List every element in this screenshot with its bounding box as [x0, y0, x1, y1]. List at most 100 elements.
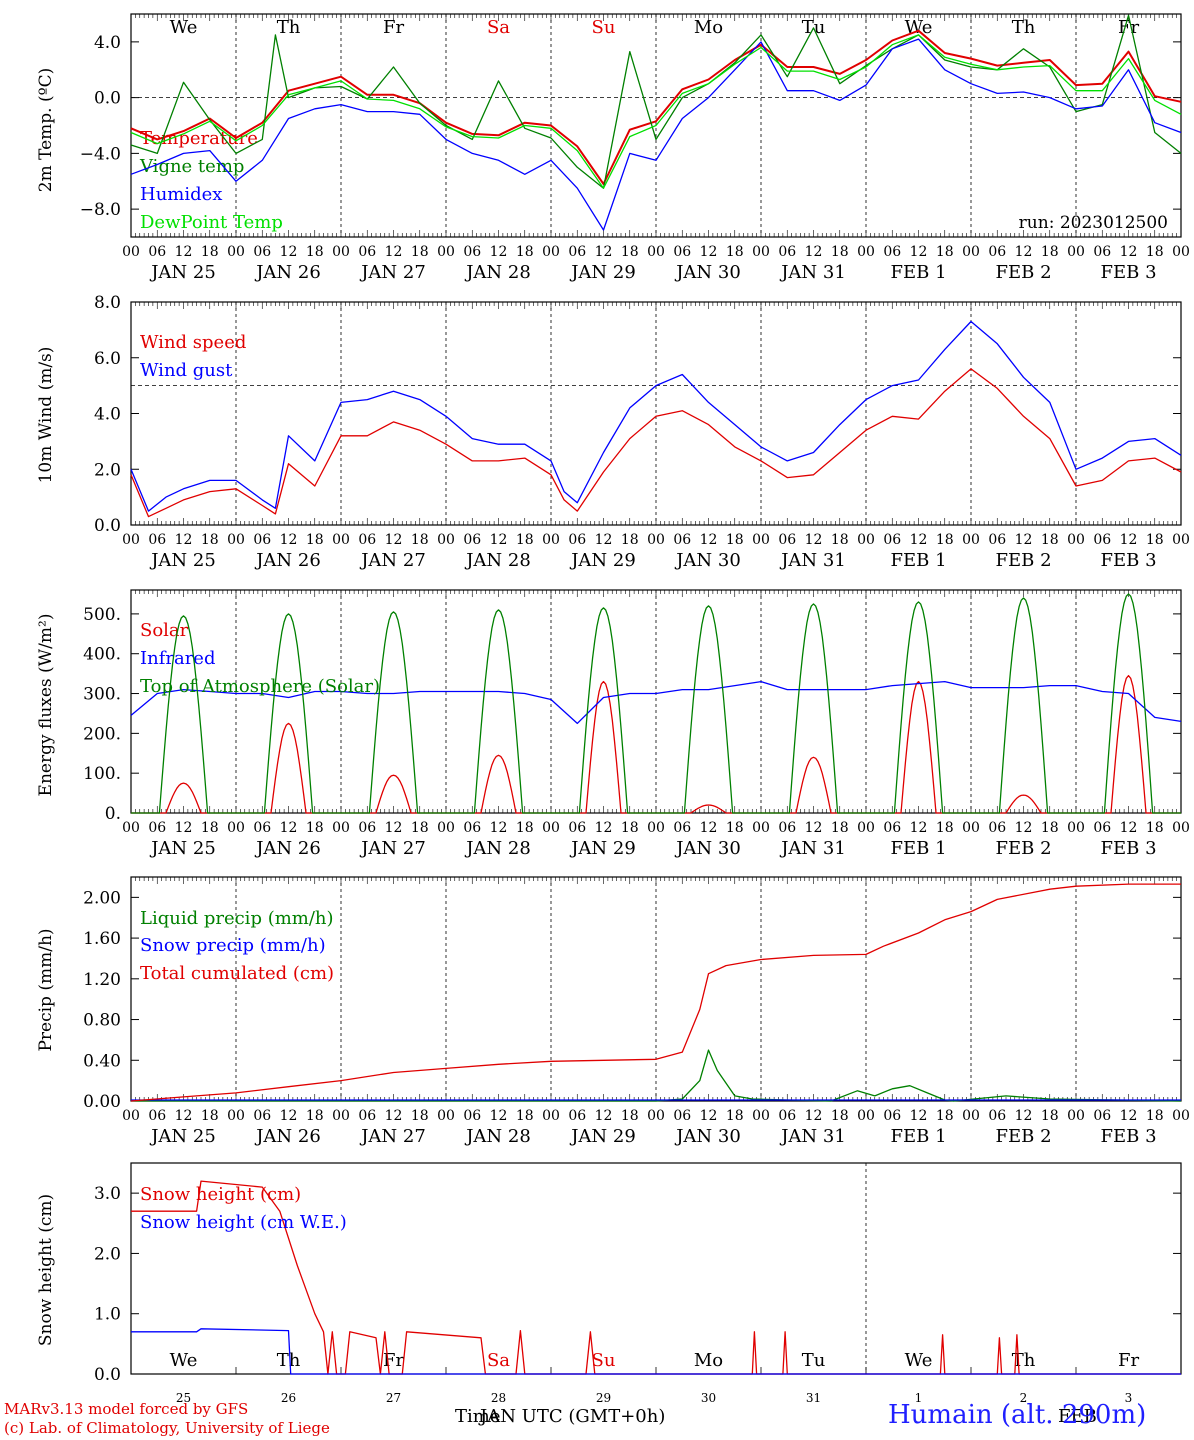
hour-tick-label: 00: [647, 244, 665, 260]
hour-tick-label: 18: [516, 532, 534, 548]
weekday-label: Th: [1012, 17, 1036, 38]
y-tick-label: 0.80: [83, 1011, 121, 1031]
hour-tick-label: 00: [752, 532, 770, 548]
hour-tick-label: 06: [673, 244, 691, 260]
date-label: JAN 30: [674, 550, 741, 571]
y-tick-label: 2.0: [94, 1244, 121, 1264]
panel-frame-wind: [130, 301, 1182, 526]
hour-tick-label: 06: [253, 820, 271, 836]
legend-entry: Snow height (cm): [140, 1184, 301, 1205]
hour-tick-label: 06: [883, 532, 901, 548]
date-label: JAN 27: [359, 838, 426, 859]
hour-tick-label: 18: [1041, 532, 1059, 548]
date-label: JAN 30: [674, 1126, 741, 1147]
hour-tick-label: 18: [306, 532, 324, 548]
hour-tick-label: 00: [122, 820, 140, 836]
series-line-energy-2: [131, 593, 1181, 814]
hour-tick-label: 00: [647, 532, 665, 548]
hour-tick-label: 12: [175, 820, 193, 836]
legend-entry: Solar: [140, 620, 189, 641]
hour-tick-label: 18: [411, 1108, 429, 1124]
weekday-label: Fr: [1118, 17, 1139, 38]
hour-tick-label: 00: [332, 532, 350, 548]
y-tick-label: 1.0: [94, 1305, 121, 1325]
series-line-temperature-1: [130, 14, 1182, 189]
hour-tick-label: 00: [647, 1108, 665, 1124]
hour-tick-label: 06: [778, 1108, 796, 1124]
hour-tick-label: 18: [306, 244, 324, 260]
hour-tick-label: 18: [1146, 532, 1164, 548]
hour-tick-label: 18: [1041, 820, 1059, 836]
hour-tick-label: 00: [332, 1108, 350, 1124]
legend-entry: Snow height (cm W.E.): [140, 1212, 347, 1233]
hour-tick-label: 00: [752, 820, 770, 836]
hour-tick-label: 00: [1172, 532, 1190, 548]
bottom-date-label: 1: [915, 1391, 923, 1405]
hour-tick-label: 06: [463, 244, 481, 260]
hour-tick-label: 00: [857, 1108, 875, 1124]
hour-tick-label: 00: [857, 532, 875, 548]
date-label: JAN 27: [359, 1126, 426, 1147]
hour-tick-label: 06: [778, 532, 796, 548]
y-tick-label: 100.: [83, 764, 121, 784]
hour-tick-label: 12: [385, 820, 403, 836]
hour-tick-label: 00: [227, 820, 245, 836]
legend-entry: Humidex: [140, 184, 222, 205]
y-tick-label: 0.40: [83, 1051, 121, 1071]
hour-tick-label: 18: [201, 244, 219, 260]
date-label: FEB 3: [1100, 262, 1156, 283]
hour-tick-label: 12: [280, 532, 298, 548]
y-tick-label: 1.20: [83, 970, 121, 990]
y-tick-label: 0.00: [83, 1092, 121, 1112]
hour-tick-label: 18: [516, 820, 534, 836]
hour-tick-label: 06: [883, 1108, 901, 1124]
hour-tick-label: 12: [490, 820, 508, 836]
hour-tick-label: 06: [988, 244, 1006, 260]
hour-tick-label: 12: [910, 820, 928, 836]
hour-tick-label: 18: [621, 1108, 639, 1124]
date-label: JAN 25: [149, 262, 216, 283]
hour-tick-label: 12: [175, 1108, 193, 1124]
hour-tick-label: 06: [673, 820, 691, 836]
hour-tick-label: 18: [831, 244, 849, 260]
date-label: JAN 31: [779, 1126, 846, 1147]
hour-tick-label: 00: [1172, 1108, 1190, 1124]
hour-tick-label: 18: [306, 820, 324, 836]
hour-tick-label: 18: [201, 820, 219, 836]
legend-entry: Total cumulated (cm): [140, 963, 334, 984]
y-tick-label: 4.0: [94, 33, 121, 53]
hour-tick-label: 12: [1120, 244, 1138, 260]
hour-tick-label: 00: [437, 1108, 455, 1124]
hour-tick-label: 00: [227, 532, 245, 548]
hour-tick-label: 06: [148, 244, 166, 260]
legend-entry: Wind gust: [140, 360, 233, 381]
hour-tick-label: 18: [726, 1108, 744, 1124]
hour-tick-label: 06: [883, 820, 901, 836]
y-axis-label: Energy fluxes (W/m²): [36, 614, 56, 797]
weekday-label: We: [905, 1350, 933, 1371]
hour-tick-label: 00: [962, 532, 980, 548]
hour-tick-label: 18: [1041, 244, 1059, 260]
hour-tick-label: 18: [516, 244, 534, 260]
y-tick-label: 0.0: [94, 1365, 121, 1385]
legend-entry: DewPoint Temp: [140, 212, 283, 233]
hour-tick-label: 12: [385, 244, 403, 260]
y-tick-label: 1.60: [83, 929, 121, 949]
y-axis-label: Snow height (cm): [36, 1194, 56, 1346]
hour-tick-label: 18: [411, 532, 429, 548]
date-label: FEB 3: [1100, 838, 1156, 859]
series-line-precip-2: [130, 883, 1181, 1102]
hour-tick-label: 00: [122, 532, 140, 548]
bottom-date-label: 28: [491, 1391, 506, 1405]
hour-tick-label: 00: [1172, 244, 1190, 260]
hour-tick-label: 06: [568, 244, 586, 260]
hour-tick-label: 00: [962, 1108, 980, 1124]
weekday-label: Mo: [694, 17, 723, 38]
hour-tick-label: 18: [726, 244, 744, 260]
weekday-label: Fr: [383, 17, 404, 38]
legend-entry: Vigne temp: [139, 156, 244, 177]
hour-tick-label: 12: [805, 820, 823, 836]
weekday-label: Mo: [694, 1350, 723, 1371]
y-tick-label: 0.0: [94, 89, 121, 109]
hour-tick-label: 06: [673, 532, 691, 548]
